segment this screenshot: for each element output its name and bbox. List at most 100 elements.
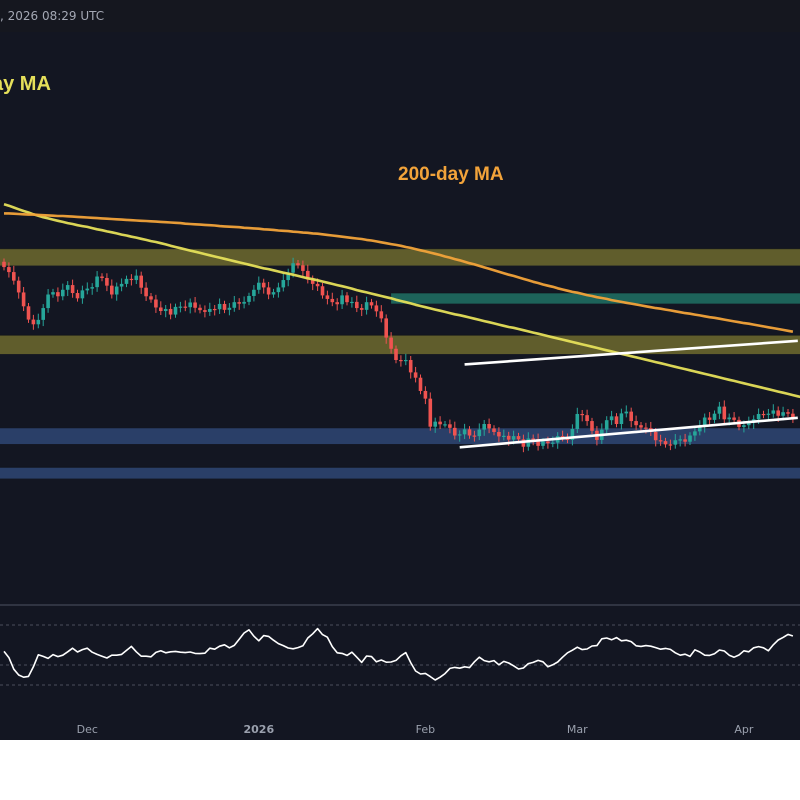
candle-body (70, 285, 75, 294)
demand-zone (391, 293, 800, 304)
candle-body (438, 421, 442, 425)
candle-body (2, 261, 6, 268)
candle-body (614, 416, 619, 425)
candle-body (585, 415, 589, 422)
candle-body (95, 276, 99, 288)
candle-body (541, 441, 545, 446)
candle-body (315, 283, 320, 287)
candle-body (722, 406, 727, 420)
candle-body (634, 421, 638, 426)
candle-body (212, 308, 217, 311)
candle-body (198, 307, 202, 311)
candle-body (786, 412, 790, 414)
candle-body (105, 277, 109, 286)
candle-body (693, 431, 697, 436)
x-tick-label: Mar (567, 723, 588, 736)
candle-body (227, 307, 232, 310)
top-bar: , 2026 08:29 UTC (0, 0, 800, 32)
candle-body (41, 308, 45, 320)
candle-body (570, 429, 575, 440)
candle-body (193, 302, 197, 308)
candle-body (394, 348, 398, 360)
candle-body (320, 286, 325, 296)
candle-body (668, 444, 673, 446)
candle-body (389, 337, 393, 349)
candle-body (673, 440, 678, 445)
candle-body (771, 410, 776, 414)
candle-body (301, 265, 305, 271)
ma-200-label: 200-day MA (398, 164, 504, 185)
plot-area (0, 32, 800, 740)
candle-body (413, 372, 418, 378)
candle-body (428, 398, 433, 427)
candle-body (276, 287, 281, 293)
candle-body (261, 282, 266, 288)
candle-body (296, 263, 300, 266)
candle-body (688, 435, 692, 442)
candle-body (271, 292, 276, 295)
candle-body (291, 263, 295, 273)
candle-body (487, 424, 491, 429)
candle-body (742, 425, 746, 427)
candle-body (732, 417, 736, 420)
candle-body (678, 439, 682, 441)
candle-body (46, 294, 50, 309)
candle-body (257, 282, 261, 290)
candle-body (306, 270, 310, 280)
candle-body (575, 413, 580, 430)
candle-body (590, 421, 594, 431)
candle-body (281, 280, 286, 288)
candle-body (384, 318, 388, 338)
candle-body (129, 278, 134, 281)
candle-body (100, 276, 104, 278)
candle-body (546, 441, 550, 444)
candle-body (203, 310, 207, 312)
candle-body (340, 295, 344, 305)
resistance-zone-upper (0, 248, 800, 266)
candle-body (609, 416, 614, 421)
ma-100-label: ay MA (0, 73, 51, 95)
resistance-zone-lower (0, 335, 800, 355)
channel-lower-line (459, 416, 798, 449)
candle-body (658, 440, 663, 442)
candle-body (350, 301, 354, 304)
candle-body (791, 413, 795, 418)
candle-body (222, 303, 227, 310)
candle-body (624, 411, 629, 414)
candle-body (531, 438, 535, 440)
candle-body (702, 417, 707, 427)
candle-body (124, 278, 129, 284)
x-tick-label: Apr (734, 723, 754, 736)
candle-body (217, 303, 222, 310)
x-tick-label: Dec (77, 723, 98, 736)
candle-body (560, 436, 565, 438)
candle-body (399, 359, 403, 362)
ma-200-line (4, 212, 794, 333)
x-tick-label: 2026 (243, 723, 274, 736)
candle-body (114, 286, 119, 295)
candle-body (511, 436, 516, 440)
candle-body (154, 299, 158, 308)
candle-body (163, 308, 168, 312)
candle-body (423, 390, 428, 399)
candle-body (345, 295, 349, 303)
support-zone-lower (0, 467, 800, 479)
rsi-line (3, 627, 794, 681)
candle-body (208, 308, 212, 312)
candle-body (462, 429, 467, 435)
candle-body (16, 280, 21, 293)
candle-body (183, 306, 188, 308)
candle-body (139, 275, 143, 288)
candle-body (619, 413, 624, 425)
candle-body (7, 267, 11, 273)
candle-body (75, 293, 80, 299)
candle-body (766, 413, 771, 415)
candle-body (457, 434, 462, 436)
candle-body (536, 439, 540, 446)
candle-body (51, 292, 55, 295)
candle-body (178, 306, 183, 308)
candle-body (237, 302, 241, 304)
candle-body (12, 272, 16, 281)
candle-body (242, 301, 246, 304)
